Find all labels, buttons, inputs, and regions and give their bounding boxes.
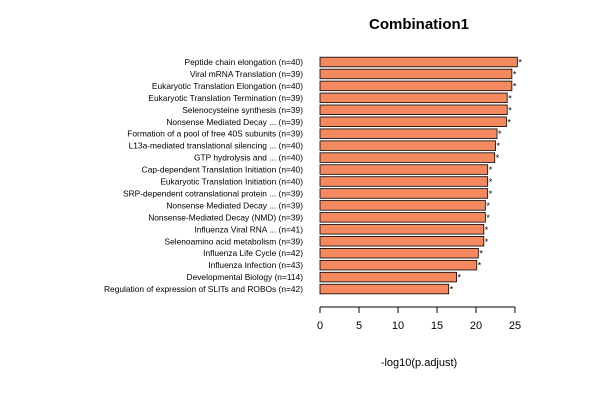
- category-label: Formation of a pool of free 40S subunits…: [127, 129, 303, 139]
- bar: [319, 259, 478, 271]
- bar: [319, 188, 489, 199]
- bar: [319, 200, 486, 211]
- significance-marker: *: [513, 69, 517, 79]
- significance-marker: *: [513, 81, 517, 91]
- bar: [319, 247, 479, 259]
- category-label: Developmental Biology (n=114): [187, 272, 304, 282]
- significance-marker: *: [479, 249, 483, 259]
- category-label: Regulation of expression of SLITs and RO…: [104, 284, 303, 294]
- significance-marker: *: [486, 201, 490, 211]
- category-label: Nonsense-Mediated Decay (NMD) (n=39): [148, 212, 303, 222]
- bar: [319, 152, 496, 163]
- category-label: Peptide chain elongation (n=40): [184, 57, 303, 67]
- significance-marker: *: [496, 153, 500, 163]
- category-labels-group: Peptide chain elongation (n=40) Viral mRN…: [104, 57, 303, 294]
- bar: [319, 56, 518, 68]
- bar: [319, 104, 508, 116]
- significance-marker: *: [485, 237, 489, 247]
- category-label: Selenocysteine synthesis (n=39): [182, 105, 303, 115]
- significance-marker: *: [489, 165, 493, 175]
- significance-marker: *: [458, 273, 462, 283]
- bar: [319, 212, 486, 223]
- x-tick-label: 0: [317, 320, 323, 332]
- category-label: Eukaryotic Translation Termination (n=39…: [148, 93, 303, 103]
- category-label: Nonsense Mediated Decay ... (n=39): [166, 200, 303, 210]
- significance-marker: *: [507, 117, 511, 127]
- significance-marker: *: [497, 141, 501, 151]
- bar: [319, 236, 485, 247]
- bar: [319, 271, 457, 283]
- significance-marker: *: [478, 261, 482, 271]
- bar: [319, 92, 508, 104]
- category-label: Influenza Life Cycle (n=42): [203, 248, 303, 258]
- category-label: SRP-dependent cotranslational protein ..…: [123, 188, 303, 198]
- x-axis: 0 5 10 15 20 25: [317, 306, 521, 332]
- significance-marker: *: [486, 213, 490, 223]
- bar: [319, 224, 485, 235]
- category-label: Viral mRNA Translation (n=39): [190, 69, 303, 79]
- significance-marker: *: [450, 285, 454, 295]
- bar: [319, 140, 496, 151]
- bar: [319, 176, 489, 187]
- x-tick-label: 5: [356, 320, 362, 332]
- significance-marker: *: [508, 93, 512, 103]
- chart-title: Combination1: [369, 16, 469, 33]
- significance-marker: *: [498, 129, 502, 139]
- significance-marker: *: [518, 58, 522, 68]
- significance-marker: *: [485, 225, 489, 235]
- bars-group: ********************: [319, 56, 522, 295]
- x-tick-label: 15: [431, 320, 443, 332]
- category-label: Eukaryotic Translation Initiation (n=40): [160, 177, 303, 187]
- bar: [319, 128, 498, 139]
- x-tick-label: 25: [509, 320, 521, 332]
- category-label: GTP hydrolysis and ... (n=40): [194, 153, 303, 163]
- bar: [319, 283, 450, 295]
- category-label: Nonsense Mediated Decay ... (n=39): [166, 117, 303, 127]
- significance-marker: *: [508, 105, 512, 115]
- x-tick-label: 20: [470, 320, 482, 332]
- significance-marker: *: [489, 189, 493, 199]
- bar: [319, 116, 507, 127]
- bar: [319, 164, 489, 175]
- x-axis-label: -log10(p.adjust): [381, 357, 457, 369]
- category-label: Cap-dependent Translation Initiation (n=…: [142, 165, 304, 175]
- x-tick-label: 10: [392, 320, 404, 332]
- category-label: Influenza Viral RNA ... (n=41): [194, 224, 303, 234]
- bar: [319, 68, 513, 80]
- bar: [319, 80, 513, 92]
- category-label: L13a-mediated translational silencing ..…: [129, 141, 304, 151]
- significance-marker: *: [489, 177, 493, 187]
- category-label: Influenza Infection (n=43): [208, 260, 303, 270]
- category-label: Selenoamino acid metabolism (n=39): [165, 236, 304, 246]
- category-label: Eukaryotic Translation Elongation (n=40): [152, 81, 303, 91]
